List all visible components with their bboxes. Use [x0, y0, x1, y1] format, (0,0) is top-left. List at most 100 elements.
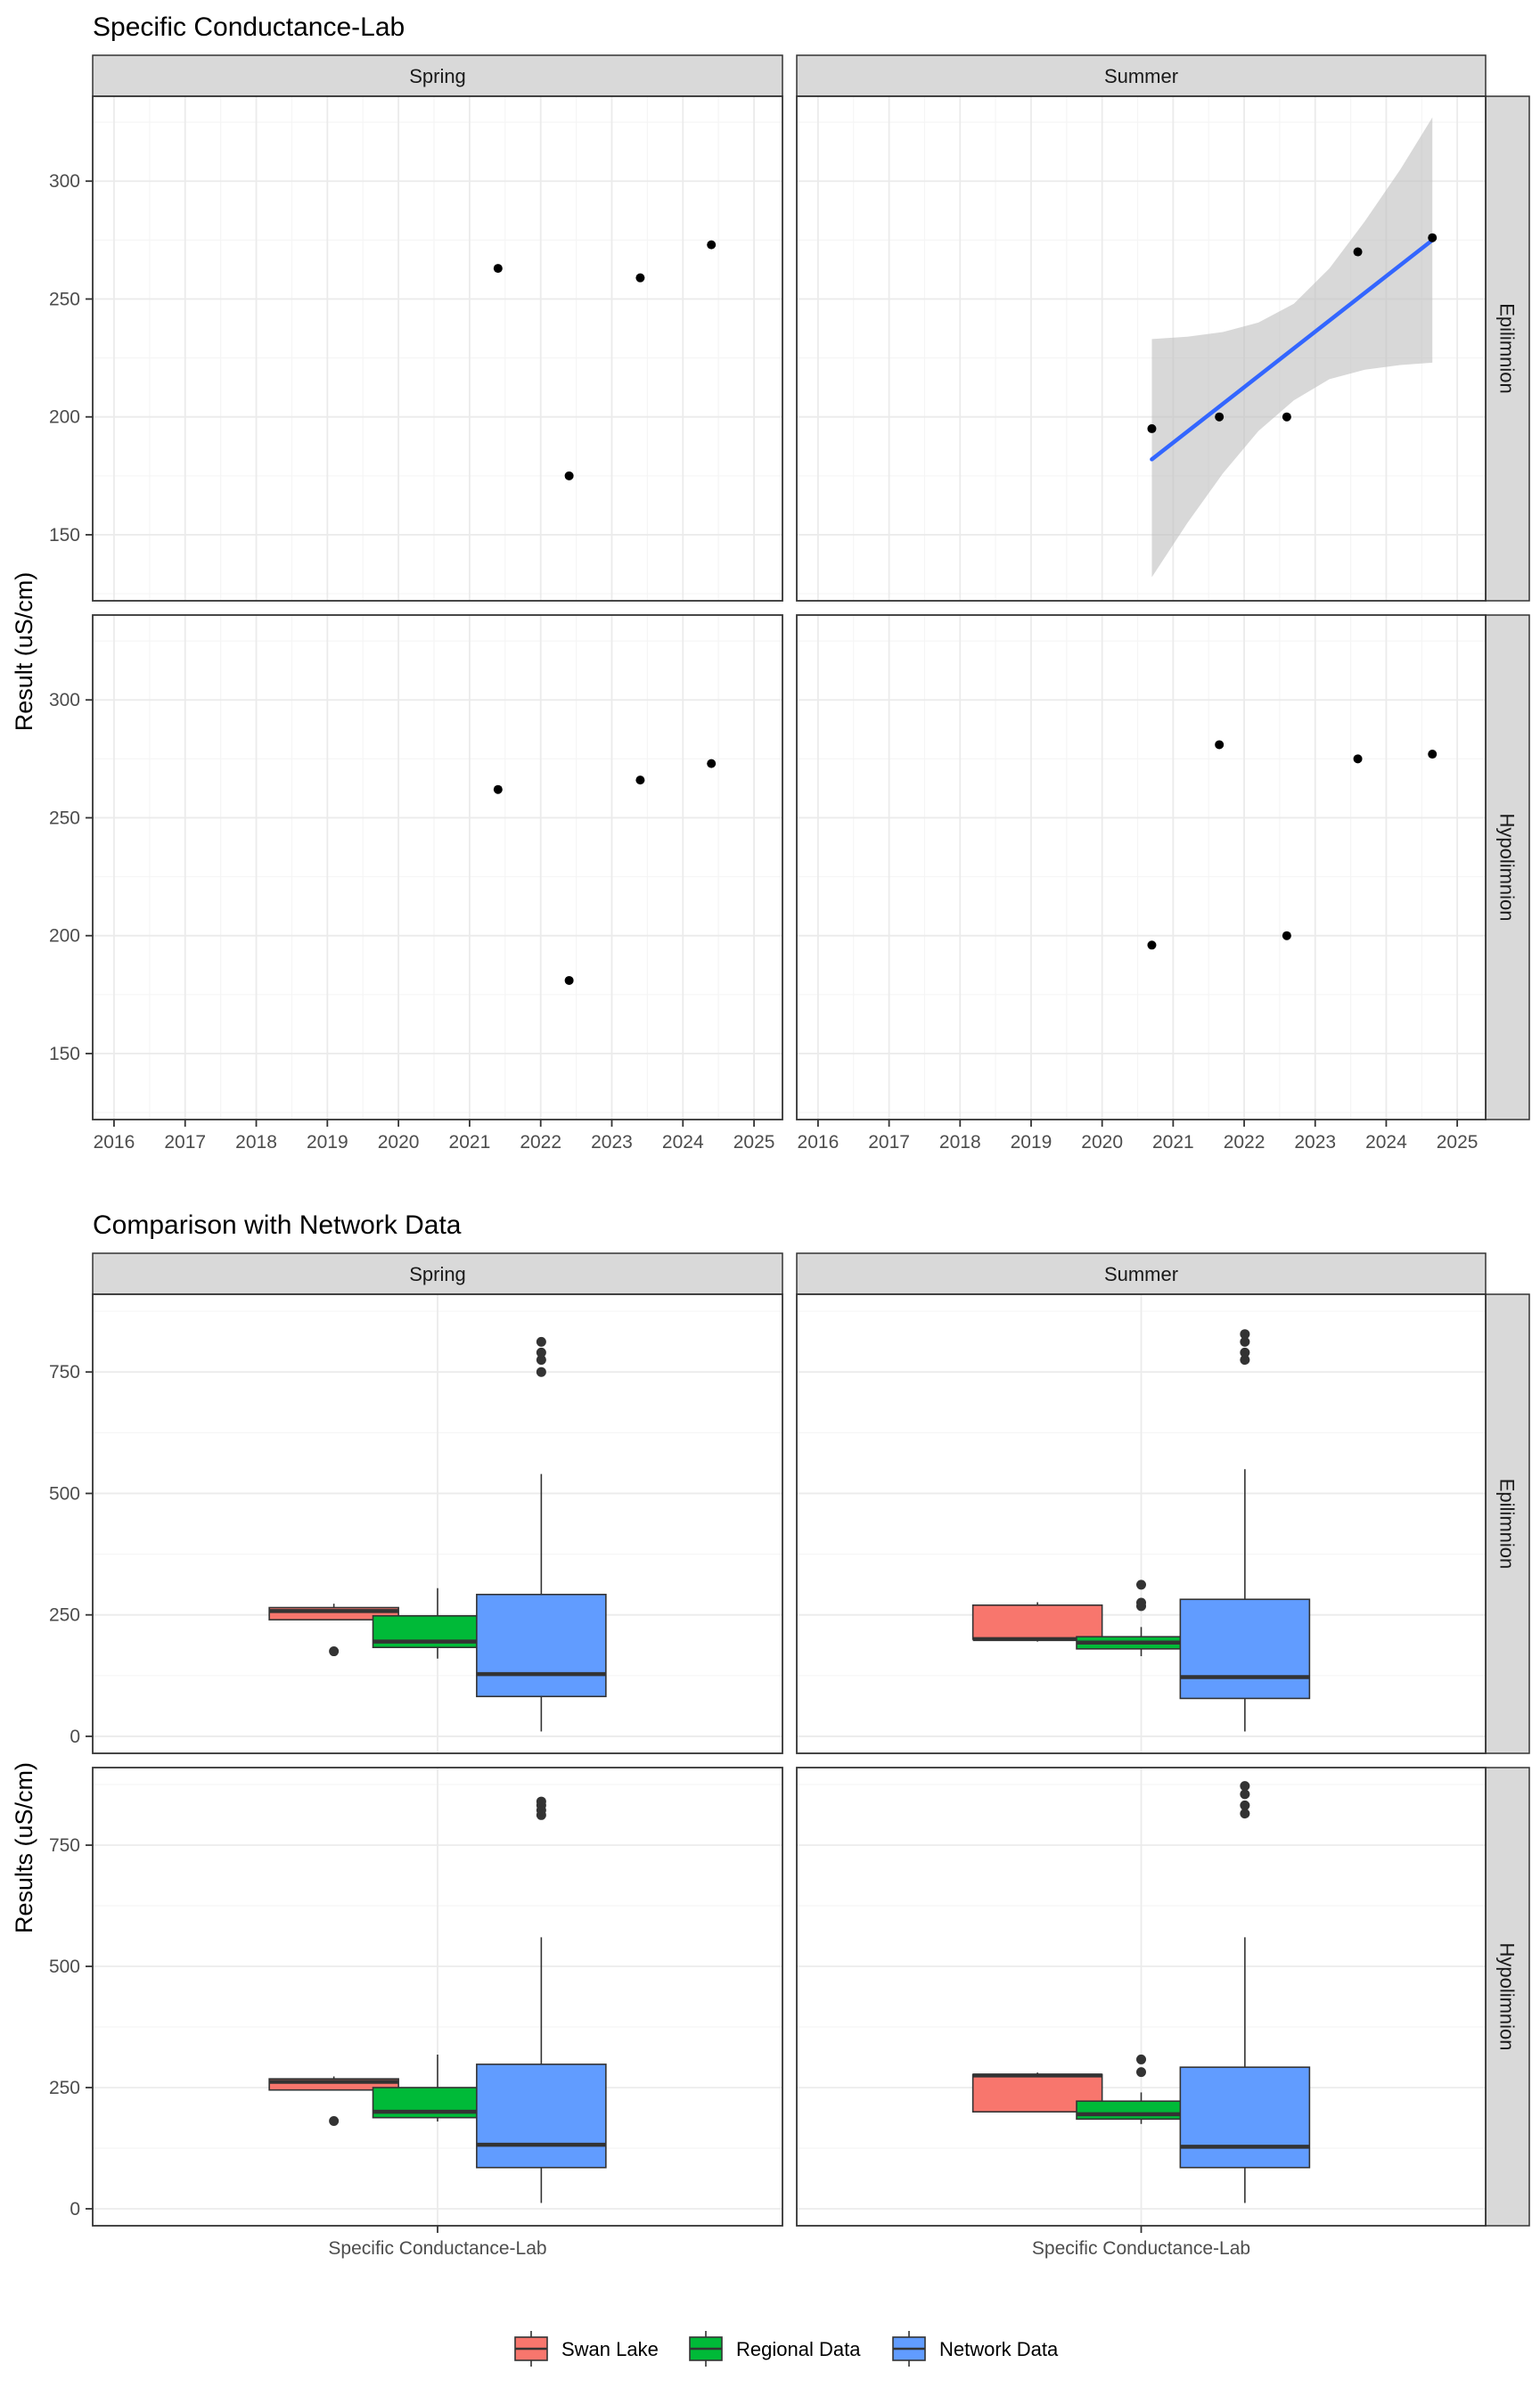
y-tick-label: 300 — [49, 690, 80, 710]
data-point — [564, 975, 574, 985]
data-point — [493, 264, 503, 274]
facet-strip-label: Spring — [409, 65, 466, 87]
data-point — [707, 240, 717, 250]
facet-strip-label: Spring — [409, 1263, 466, 1285]
y-tick-label: 200 — [49, 407, 80, 428]
outlier-point — [1240, 1355, 1250, 1366]
outlier-point — [1136, 2054, 1146, 2064]
box-body — [1179, 2066, 1311, 2169]
panel-border — [796, 1293, 1487, 1754]
x-tick-label: 2025 — [1437, 1132, 1479, 1153]
facet-panel — [92, 1293, 783, 1754]
y-tick-label: 750 — [49, 1362, 80, 1383]
facet-panel — [796, 95, 1487, 602]
x-tick-label: 2020 — [1081, 1132, 1123, 1153]
box-network-data — [1179, 1781, 1311, 2203]
x-tick-label: 2024 — [662, 1132, 704, 1153]
panel-background — [93, 615, 782, 1120]
data-point — [635, 775, 645, 785]
chart-title: Comparison with Network Data — [93, 1210, 462, 1240]
box-body — [476, 2064, 607, 2169]
y-tick-label: 300 — [49, 171, 80, 192]
outlier-point — [1240, 1329, 1250, 1340]
outlier-point — [329, 1646, 340, 1657]
data-point — [1428, 750, 1438, 759]
legend-entry: Swan Lake — [514, 2331, 659, 2367]
data-point — [707, 759, 717, 768]
box-body — [1179, 1598, 1311, 1700]
data-point — [1282, 931, 1291, 940]
facet-strip — [92, 1252, 783, 1295]
y-tick-label: 0 — [70, 1727, 80, 1747]
data-point — [564, 471, 574, 480]
outlier-point — [536, 1366, 546, 1377]
facet-strip — [1485, 1767, 1530, 2227]
box-swan-lake — [268, 2076, 399, 2127]
x-tick-label: 2017 — [868, 1132, 910, 1153]
x-tick-label: 2016 — [94, 1132, 135, 1153]
facet-panels: Spring Summer Epilimnion Hypolimnion 0 250 500… — [49, 1252, 1530, 2259]
y-tick-label: 250 — [49, 289, 80, 309]
outlier-point — [1240, 1800, 1250, 1810]
legend-label: Regional Data — [736, 2338, 861, 2360]
y-tick-label: 250 — [49, 1605, 80, 1626]
legend-entry: Regional Data — [689, 2331, 861, 2367]
outlier-point — [1136, 1597, 1146, 1608]
trend-line — [1150, 238, 1435, 462]
scatter-chart: Specific Conductance-Lab Result (uS/cm) … — [11, 12, 1530, 1153]
x-tick-label: 2021 — [449, 1132, 491, 1153]
box-swan-lake — [971, 2072, 1103, 2113]
box-network-data — [476, 1336, 607, 1732]
panel-background — [797, 615, 1486, 1120]
x-tick-label: 2024 — [1365, 1132, 1407, 1153]
y-axis-label: Result (uS/cm) — [11, 572, 37, 732]
outlier-point — [1240, 1789, 1250, 1800]
facet-strip-label: Hypolimnion — [1496, 1942, 1519, 2050]
facet-panel — [92, 95, 783, 602]
outlier-point — [1240, 1336, 1250, 1347]
y-axis-label: Results (uS/cm) — [11, 1762, 37, 1933]
x-tick-label: 2022 — [1224, 1132, 1266, 1153]
x-tick-label: 2025 — [733, 1132, 775, 1153]
x-tick-label: 2019 — [1011, 1132, 1053, 1153]
box-network-data — [476, 1796, 607, 2203]
facet-panel — [796, 614, 1487, 1120]
panel-border — [92, 614, 783, 1120]
facet-panel — [796, 1293, 1487, 1754]
outlier-point — [1136, 1580, 1146, 1590]
outlier-point — [1240, 1809, 1250, 1819]
x-tick-label: Specific Conductance-Lab — [1032, 2238, 1250, 2259]
facet-panel — [92, 614, 783, 1120]
x-tick-label: 2023 — [1294, 1132, 1336, 1153]
facet-panels: Spring Summer Epilimnion Hypolimnion 150 200 2… — [49, 54, 1530, 1153]
facet-strip — [1485, 1293, 1530, 1754]
data-point — [1147, 423, 1157, 433]
box-network-data — [1179, 1329, 1311, 1732]
data-point — [1215, 740, 1225, 750]
box-body — [971, 1604, 1103, 1640]
x-tick-label: 2020 — [378, 1132, 420, 1153]
y-tick-label: 0 — [70, 2199, 80, 2220]
box-swan-lake — [971, 1602, 1103, 1642]
outlier-point — [536, 1796, 546, 1807]
x-tick-label: 2016 — [798, 1132, 840, 1153]
y-tick-label: 500 — [49, 1957, 80, 1977]
outlier-point — [1240, 1781, 1250, 1792]
facet-strip — [92, 54, 783, 97]
x-tick-label: 2021 — [1152, 1132, 1194, 1153]
data-point — [1353, 754, 1363, 764]
facet-panel — [92, 1767, 783, 2227]
x-tick-label: Specific Conductance-Lab — [328, 2238, 546, 2259]
legend-entry: Network Data — [892, 2331, 1059, 2367]
facet-strip — [1485, 95, 1530, 602]
y-tick-label: 250 — [49, 808, 80, 828]
y-tick-label: 500 — [49, 1483, 80, 1504]
facet-strip-label: Epilimnion — [1496, 1479, 1519, 1570]
data-point — [1282, 412, 1291, 422]
panel-border — [92, 95, 783, 602]
x-tick-label: 2018 — [235, 1132, 277, 1153]
legend-label: Swan Lake — [561, 2338, 659, 2360]
box-body — [476, 1593, 607, 1698]
outlier-point — [1240, 1347, 1250, 1358]
data-point — [493, 784, 503, 794]
